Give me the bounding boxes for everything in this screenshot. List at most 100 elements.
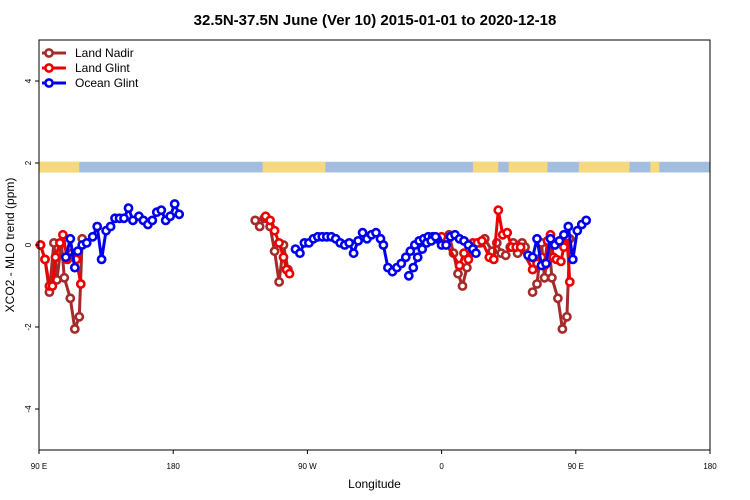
y-tick-label: -2 xyxy=(24,323,33,331)
data-point xyxy=(515,242,526,252)
data-point xyxy=(457,281,468,291)
data-point xyxy=(55,237,65,248)
data-point xyxy=(396,258,407,269)
data-point xyxy=(541,258,551,269)
data-point xyxy=(60,252,71,263)
data-point xyxy=(527,264,538,275)
data-point xyxy=(119,213,129,224)
x-tick-label: 180 xyxy=(167,462,181,471)
data-point xyxy=(493,205,504,216)
data-point xyxy=(147,215,158,226)
data-point xyxy=(65,233,76,244)
data-point xyxy=(75,279,86,289)
data-point xyxy=(92,221,103,232)
data-point xyxy=(527,287,538,297)
data-point xyxy=(274,237,284,248)
data-point xyxy=(105,221,116,232)
y-tick-label: 4 xyxy=(24,78,33,83)
data-point xyxy=(454,260,465,271)
x-axis: 90 E 180 90 W 0 90 E 180 xyxy=(31,450,717,471)
data-point xyxy=(476,235,487,246)
data-point xyxy=(284,268,295,279)
land-strip xyxy=(578,161,630,173)
data-point xyxy=(559,229,569,240)
data-point xyxy=(294,248,305,259)
data-point xyxy=(563,221,574,232)
data-point xyxy=(502,227,513,238)
data-point xyxy=(554,235,565,246)
y-axis-label: XCO2 - MLO trend (ppm) xyxy=(3,178,17,313)
data-point xyxy=(265,215,275,226)
land-ocean-mask xyxy=(39,161,710,173)
land-strip xyxy=(472,161,499,173)
series-land-nadir xyxy=(35,213,575,334)
legend-label: Land Glint xyxy=(75,61,130,75)
data-point xyxy=(357,227,368,238)
data-point xyxy=(59,272,70,283)
data-point xyxy=(174,209,185,220)
data-point xyxy=(527,252,538,263)
data-point xyxy=(353,235,363,246)
series-layer xyxy=(35,199,592,334)
data-point xyxy=(378,240,389,250)
data-point xyxy=(371,227,381,238)
data-point xyxy=(532,279,542,289)
data-point xyxy=(500,250,511,261)
data-point xyxy=(69,324,80,334)
data-point xyxy=(165,211,176,222)
data-point xyxy=(58,229,68,240)
plot-frame xyxy=(38,39,711,451)
series-ocean-glint xyxy=(403,215,592,281)
ocean-strip xyxy=(39,161,710,173)
data-point xyxy=(564,276,575,287)
land-strip xyxy=(508,161,548,173)
data-point xyxy=(269,246,280,257)
data-point xyxy=(559,242,569,252)
data-point xyxy=(417,244,428,254)
data-point xyxy=(581,215,592,226)
data-point xyxy=(453,268,463,279)
land-strip xyxy=(262,161,326,173)
data-point xyxy=(40,254,50,265)
x-tick-label: 180 xyxy=(703,462,717,471)
data-point xyxy=(562,311,572,322)
x-tick-label: 90 W xyxy=(298,462,317,471)
data-point xyxy=(572,225,583,236)
data-point xyxy=(463,254,474,265)
y-tick-label: 2 xyxy=(24,160,33,165)
data-point xyxy=(470,248,481,259)
legend-label: Ocean Glint xyxy=(75,76,139,90)
chart-title: 32.5N-37.5N June (Ver 10) 2015-01-01 to … xyxy=(194,12,557,29)
data-point xyxy=(348,248,359,259)
data-point xyxy=(81,237,92,248)
data-point xyxy=(441,240,451,250)
data-point xyxy=(459,248,469,259)
x-tick-label: 0 xyxy=(439,462,444,471)
land-strip xyxy=(650,161,660,173)
legend-swatch-marker xyxy=(44,63,54,73)
data-point xyxy=(488,254,499,265)
x-axis-label: Longitude xyxy=(348,477,401,491)
data-point xyxy=(430,231,441,242)
data-point xyxy=(553,293,563,304)
data-point xyxy=(156,205,167,216)
legend-item: Land Nadir xyxy=(42,46,134,60)
data-point xyxy=(65,293,76,304)
data-point xyxy=(556,256,566,267)
data-point xyxy=(545,233,556,244)
data-point xyxy=(412,252,423,263)
data-point xyxy=(96,254,107,265)
data-point xyxy=(250,215,261,226)
data-point xyxy=(72,246,83,257)
data-point xyxy=(69,262,80,273)
data-point xyxy=(344,237,355,248)
series-ocean-glint xyxy=(60,199,481,277)
land-strip xyxy=(39,161,80,173)
data-point xyxy=(123,203,134,213)
data-point xyxy=(405,246,416,257)
x-tick-label: 90 E xyxy=(31,462,47,471)
data-point xyxy=(254,221,265,232)
data-point xyxy=(408,262,419,273)
